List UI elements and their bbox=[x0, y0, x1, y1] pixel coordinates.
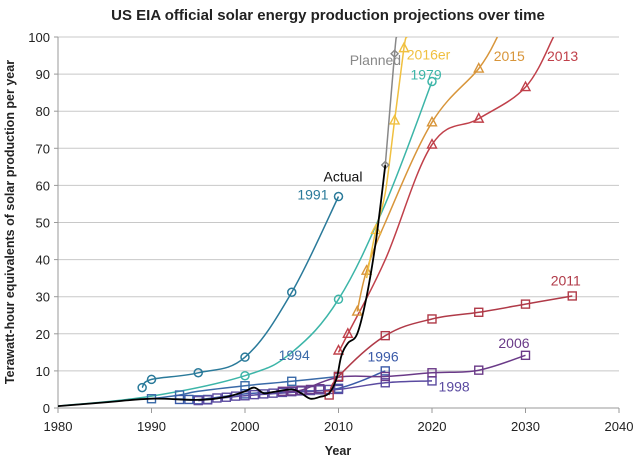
y-tick-label: 70 bbox=[36, 141, 50, 156]
data-point bbox=[427, 314, 437, 324]
data-point bbox=[342, 327, 354, 338]
x-tick-label: 1990 bbox=[137, 419, 166, 434]
data-point bbox=[333, 384, 344, 395]
series-label-1991: 1991 bbox=[297, 186, 328, 202]
data-point bbox=[426, 115, 438, 127]
y-tick-label: 50 bbox=[36, 216, 50, 231]
series-label-2016er: 2016er bbox=[407, 46, 451, 62]
data-point bbox=[380, 330, 390, 341]
series-label-actual: Actual bbox=[324, 169, 363, 185]
data-point bbox=[390, 49, 400, 59]
y-tick-label: 10 bbox=[36, 364, 50, 379]
x-tick-label: 2020 bbox=[418, 419, 447, 434]
series-line bbox=[58, 81, 433, 407]
y-tick-label: 30 bbox=[36, 290, 50, 305]
series-line bbox=[365, 37, 408, 279]
data-point bbox=[137, 382, 147, 393]
series-layer bbox=[58, 37, 577, 407]
data-point bbox=[474, 365, 484, 375]
series-label-2006: 2006 bbox=[498, 335, 529, 351]
data-point bbox=[351, 305, 363, 316]
series-1991 bbox=[137, 191, 344, 393]
data-point bbox=[287, 376, 297, 386]
data-point bbox=[287, 287, 297, 297]
data-point bbox=[426, 138, 438, 149]
series-labels: 1979 1991 1994 1996 1998 2006 2011 2013 2015 2016… bbox=[279, 46, 581, 394]
series-actual bbox=[58, 164, 387, 407]
data-point bbox=[193, 368, 203, 378]
data-point bbox=[388, 113, 401, 125]
data-point bbox=[146, 374, 157, 385]
data-point bbox=[305, 384, 316, 395]
data-point bbox=[398, 41, 410, 53]
data-point bbox=[473, 112, 485, 123]
data-point bbox=[380, 371, 390, 382]
data-point bbox=[474, 307, 484, 317]
series-2016er bbox=[365, 37, 410, 279]
data-point bbox=[333, 191, 344, 202]
series-label-2011: 2011 bbox=[551, 273, 581, 289]
x-tick-label: 2010 bbox=[324, 419, 353, 434]
y-tick-label: 20 bbox=[36, 327, 50, 342]
data-point bbox=[315, 384, 325, 394]
y-tick-label: 80 bbox=[36, 104, 50, 119]
series-line bbox=[328, 295, 573, 396]
series-line bbox=[337, 37, 555, 353]
data-point bbox=[380, 366, 390, 376]
data-point bbox=[249, 389, 260, 400]
x-axis-label: Year bbox=[325, 444, 352, 458]
data-point bbox=[520, 350, 531, 361]
grid-lines bbox=[58, 36, 619, 372]
data-point bbox=[240, 352, 250, 362]
series-label-planned: Planned bbox=[350, 52, 401, 68]
series-2006 bbox=[277, 350, 531, 397]
x-tick-label: 2040 bbox=[605, 419, 634, 434]
data-point bbox=[520, 299, 531, 309]
y-axis-label: Terawatt-hour equivalents of solar produ… bbox=[3, 60, 17, 384]
series-label-1979: 1979 bbox=[410, 67, 441, 83]
x-tick-label: 2030 bbox=[511, 419, 540, 434]
y-tick-label: 40 bbox=[36, 253, 50, 268]
series-label-1998: 1998 bbox=[439, 378, 470, 394]
series-line bbox=[282, 354, 526, 393]
x-tick-label: 1980 bbox=[44, 419, 73, 434]
data-point bbox=[473, 62, 485, 73]
data-point bbox=[427, 368, 437, 378]
series-line bbox=[58, 164, 387, 407]
series-line bbox=[356, 37, 499, 312]
series-line bbox=[141, 196, 340, 389]
data-point bbox=[519, 80, 532, 92]
series-1979 bbox=[58, 76, 437, 407]
y-tick-label: 90 bbox=[36, 67, 50, 82]
data-point bbox=[332, 343, 345, 355]
data-point bbox=[240, 370, 250, 381]
series-label-1994: 1994 bbox=[279, 347, 310, 363]
series-label-2015: 2015 bbox=[494, 48, 525, 64]
y-tick-label: 100 bbox=[28, 30, 50, 45]
y-tick-label: 0 bbox=[43, 401, 50, 416]
data-point bbox=[380, 378, 390, 388]
x-tick-label: 2000 bbox=[231, 419, 260, 434]
data-point bbox=[427, 76, 437, 87]
data-point bbox=[567, 291, 577, 301]
series-2013 bbox=[332, 37, 555, 355]
data-point bbox=[333, 294, 344, 305]
y-tick-label: 60 bbox=[36, 178, 50, 193]
series-label-1996: 1996 bbox=[367, 349, 398, 365]
series-label-2013: 2013 bbox=[547, 48, 578, 64]
chart-title: US EIA official solar energy production … bbox=[111, 7, 545, 24]
